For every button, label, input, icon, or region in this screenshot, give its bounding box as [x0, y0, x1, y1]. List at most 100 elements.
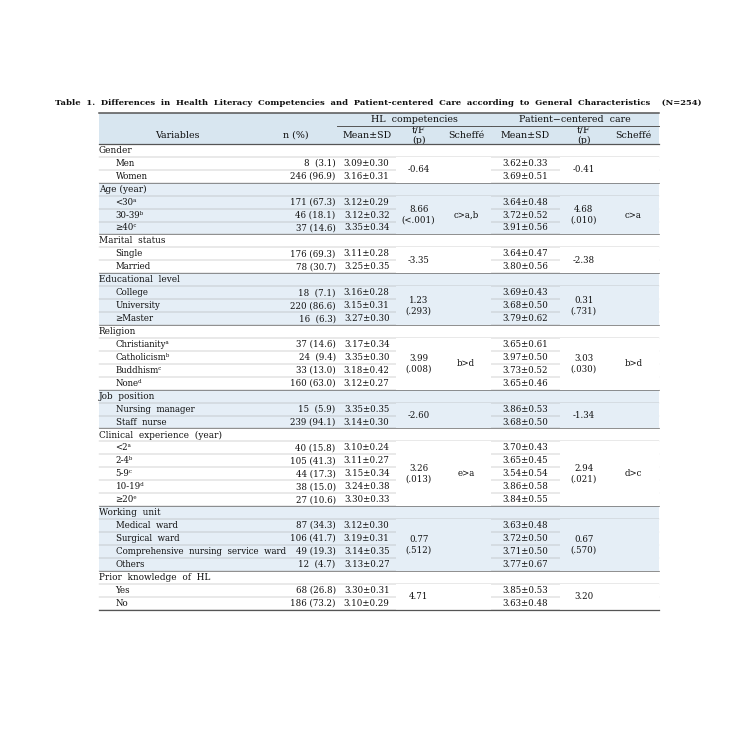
Text: Yes: Yes: [115, 586, 130, 595]
Text: <2ᵃ: <2ᵃ: [115, 443, 132, 452]
Bar: [98, 247, 659, 261]
Text: -1.34: -1.34: [573, 411, 595, 420]
Text: Scheffé: Scheffé: [448, 131, 484, 139]
Text: 38 (15.0): 38 (15.0): [296, 482, 336, 491]
Text: -2.60: -2.60: [407, 411, 430, 420]
Bar: [559, 157, 607, 170]
Text: Age (year): Age (year): [98, 185, 146, 194]
Text: 3.73±0.52: 3.73±0.52: [503, 366, 548, 375]
Bar: [607, 364, 659, 377]
Bar: [607, 519, 659, 532]
Bar: [396, 170, 441, 183]
Text: 3.86±0.58: 3.86±0.58: [503, 482, 548, 491]
Text: -0.41: -0.41: [573, 165, 595, 174]
Bar: [559, 545, 607, 558]
Bar: [607, 377, 659, 390]
Bar: [396, 493, 441, 506]
Bar: [396, 441, 441, 454]
Bar: [441, 415, 491, 429]
Text: 3.65±0.61: 3.65±0.61: [503, 340, 548, 349]
Bar: [98, 312, 659, 325]
Text: t/F
(p): t/F (p): [412, 126, 426, 145]
Text: 3.85±0.53: 3.85±0.53: [503, 586, 548, 595]
Text: 37 (14.6): 37 (14.6): [296, 340, 336, 349]
Text: 40 (15.8): 40 (15.8): [296, 443, 336, 452]
Text: 12  (4.7): 12 (4.7): [299, 560, 336, 569]
Text: 44 (17.3): 44 (17.3): [296, 469, 336, 479]
Text: Christianityᵃ: Christianityᵃ: [115, 340, 169, 349]
Text: 3.77±0.67: 3.77±0.67: [503, 560, 548, 569]
Bar: [396, 519, 441, 532]
Bar: [98, 545, 659, 558]
Bar: [98, 597, 659, 610]
Bar: [559, 532, 607, 545]
Text: 3.30±0.33: 3.30±0.33: [344, 495, 389, 504]
Bar: [441, 480, 491, 493]
Bar: [559, 377, 607, 390]
Bar: [98, 454, 659, 468]
Bar: [98, 113, 659, 144]
Text: 3.30±0.31: 3.30±0.31: [344, 586, 389, 595]
Bar: [607, 208, 659, 222]
Bar: [559, 299, 607, 312]
Bar: [559, 519, 607, 532]
Text: Variables: Variables: [154, 131, 199, 139]
Text: 3.12±0.32: 3.12±0.32: [344, 211, 389, 219]
Text: 3.11±0.27: 3.11±0.27: [344, 457, 389, 465]
Text: 220 (86.6): 220 (86.6): [290, 301, 336, 310]
Bar: [559, 403, 607, 415]
Text: 3.69±0.51: 3.69±0.51: [503, 172, 548, 181]
Text: 186 (73.2): 186 (73.2): [290, 599, 336, 608]
Text: 3.25±0.35: 3.25±0.35: [344, 262, 389, 272]
Bar: [559, 351, 607, 364]
Text: 3.79±0.62: 3.79±0.62: [503, 314, 548, 323]
Text: 3.62±0.33: 3.62±0.33: [503, 159, 548, 168]
Bar: [396, 364, 441, 377]
Text: t/F
(p): t/F (p): [577, 126, 590, 145]
Text: No: No: [115, 599, 129, 608]
Text: 3.84±0.55: 3.84±0.55: [503, 495, 548, 504]
Text: 0.67
(.570): 0.67 (.570): [571, 535, 597, 555]
Bar: [559, 480, 607, 493]
Bar: [98, 403, 659, 415]
Text: 3.18±0.42: 3.18±0.42: [344, 366, 389, 375]
Text: Patient−centered  care: Patient−centered care: [519, 115, 630, 124]
Text: Married: Married: [115, 262, 151, 272]
Bar: [559, 261, 607, 273]
Text: Table  1.  Differences  in  Health  Literacy  Competencies  and  Patient-centere: Table 1. Differences in Health Literacy …: [55, 99, 702, 107]
Bar: [441, 403, 491, 415]
Bar: [396, 415, 441, 429]
Text: 8  (3.1): 8 (3.1): [304, 159, 336, 168]
Bar: [441, 493, 491, 506]
Bar: [98, 286, 659, 299]
Text: Men: Men: [115, 159, 135, 168]
Text: 3.97±0.50: 3.97±0.50: [503, 353, 548, 362]
Bar: [98, 183, 659, 196]
Bar: [607, 170, 659, 183]
Bar: [396, 597, 441, 610]
Bar: [98, 506, 659, 519]
Text: 8.66
(<.001): 8.66 (<.001): [402, 206, 435, 225]
Bar: [607, 299, 659, 312]
Text: 46 (18.1): 46 (18.1): [296, 211, 336, 219]
Bar: [559, 170, 607, 183]
Text: 3.80±0.56: 3.80±0.56: [503, 262, 548, 272]
Text: 68 (26.8): 68 (26.8): [296, 586, 336, 595]
Bar: [441, 208, 491, 222]
Text: 3.35±0.30: 3.35±0.30: [344, 353, 389, 362]
Text: 3.72±0.50: 3.72±0.50: [503, 534, 548, 543]
Text: Job  position: Job position: [98, 392, 155, 401]
Text: Religion: Religion: [98, 327, 136, 336]
Bar: [98, 261, 659, 273]
Bar: [396, 558, 441, 571]
Bar: [559, 286, 607, 299]
Text: 3.10±0.24: 3.10±0.24: [344, 443, 389, 452]
Bar: [441, 597, 491, 610]
Bar: [607, 558, 659, 571]
Bar: [396, 247, 441, 261]
Text: University: University: [115, 301, 160, 310]
Bar: [98, 377, 659, 390]
Text: 3.03
(.030): 3.03 (.030): [571, 354, 597, 374]
Bar: [441, 584, 491, 597]
Text: Working  unit: Working unit: [98, 508, 160, 517]
